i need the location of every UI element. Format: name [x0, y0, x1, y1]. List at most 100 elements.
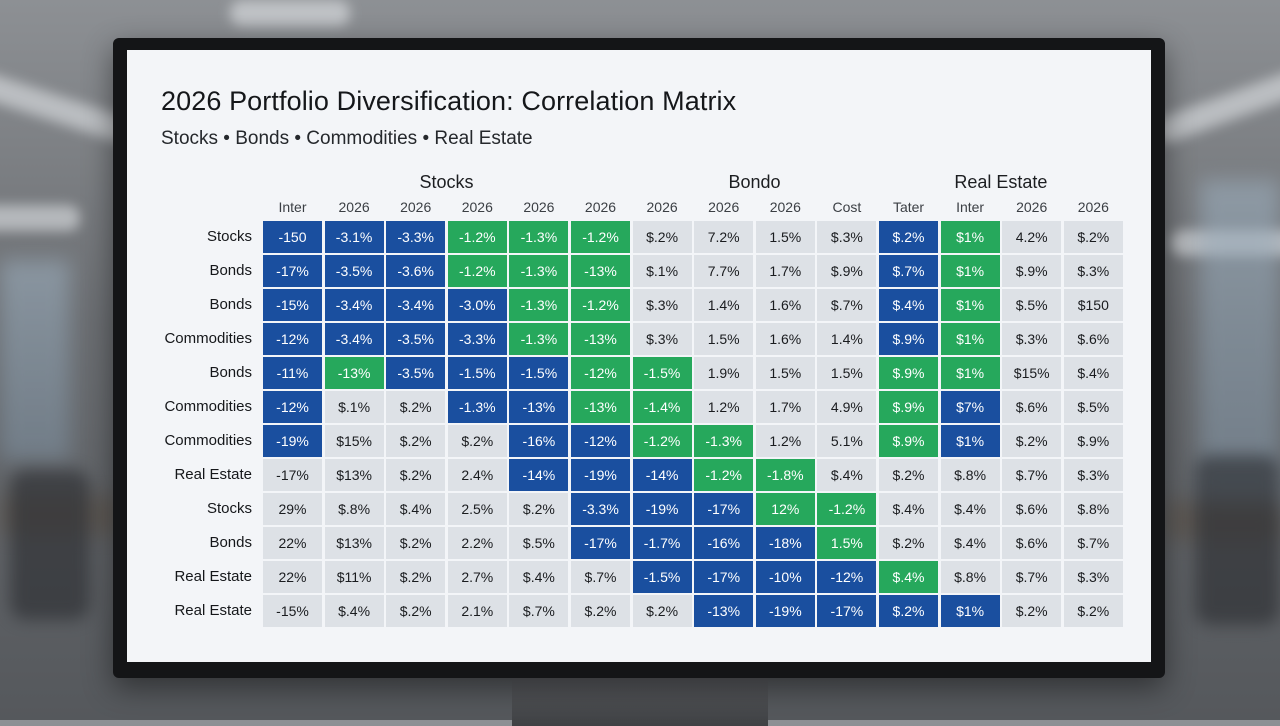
- office-window: [0, 260, 70, 460]
- heatmap-cell: -1.3%: [509, 221, 569, 253]
- heatmap-cell: $.8%: [940, 459, 1000, 491]
- heatmap-cell: -1.5%: [632, 561, 692, 593]
- column-header: 2026: [708, 199, 740, 215]
- heatmap-cell: 4.2%: [1002, 221, 1062, 253]
- column-header: 2026: [1016, 199, 1048, 215]
- heatmap-cell: -1.8%: [755, 459, 815, 491]
- row-label: Stocks: [206, 228, 252, 245]
- heatmap-cell: -3.3%: [386, 221, 446, 253]
- heatmap-cell: $.7%: [1002, 459, 1062, 491]
- heatmap-cell: -10%: [755, 561, 815, 593]
- heatmap-cell: $.9%: [879, 425, 938, 457]
- heatmap-cell: $.2%: [632, 221, 692, 253]
- heatmap-cell: 1.2%: [755, 425, 815, 457]
- heatmap-cell: 29%: [263, 493, 322, 525]
- heatmap-cell: $.5%: [1002, 289, 1062, 321]
- heatmap-cell: $.2%: [879, 595, 938, 627]
- heatmap-cell: $.2%: [386, 391, 446, 423]
- heatmap-cell: -12%: [571, 357, 630, 389]
- ceiling-light: [230, 0, 350, 26]
- heatmap-cell: -16%: [509, 425, 569, 457]
- heatmap-cell: $.8%: [1063, 493, 1123, 525]
- heatmap-cell: $1%: [940, 289, 1000, 321]
- heatmap-cell: $1%: [940, 255, 1000, 287]
- heatmap-cell: $.4%: [1063, 357, 1123, 389]
- row-label: Bonds: [209, 296, 252, 313]
- heatmap-cell: $.5%: [509, 527, 569, 559]
- column-header: Tater: [892, 199, 925, 215]
- heatmap-cell: 1.7%: [755, 391, 815, 423]
- column-header: 2026: [1077, 199, 1109, 215]
- heatmap-cell: $.4%: [879, 493, 938, 525]
- heatmap-cell: -1.2%: [694, 459, 754, 491]
- heatmap-cell: -1.2%: [632, 425, 692, 457]
- heatmap-cell: $.2%: [386, 595, 446, 627]
- heatmap-cell: $.4%: [940, 527, 1000, 559]
- heatmap-cell: $.2%: [879, 527, 938, 559]
- heatmap-cell: 1.9%: [694, 357, 754, 389]
- heatmap-cell: $.6%: [1002, 493, 1062, 525]
- column-header: Inter: [956, 199, 985, 215]
- heatmap-cell: $11%: [324, 561, 384, 593]
- heatmap-cell: $.3%: [1063, 459, 1123, 491]
- row-label: Commodities: [164, 330, 252, 347]
- heatmap-cell: 1.2%: [694, 391, 754, 423]
- heatmap-cell: -3.5%: [386, 357, 446, 389]
- column-header: 2026: [400, 199, 432, 215]
- heatmap-cell: $1%: [940, 595, 1000, 627]
- heatmap-cell: -13%: [509, 391, 569, 423]
- heatmap-cell: $.1%: [324, 391, 384, 423]
- heatmap-cell: $15%: [1002, 357, 1062, 389]
- heatmap-cell: -1.3%: [509, 323, 569, 355]
- heatmap-cell: -12%: [263, 391, 322, 423]
- row-label: Real Estate: [174, 602, 252, 619]
- column-header: 2026: [584, 199, 617, 215]
- heatmap-cell: -11%: [263, 357, 322, 389]
- heatmap-cell: $13%: [324, 527, 384, 559]
- heatmap-cell: $.7%: [879, 255, 938, 287]
- heatmap-cell: -1.3%: [447, 391, 507, 423]
- column-header: 2026: [646, 199, 678, 215]
- heatmap-cell: -15%: [263, 289, 322, 321]
- heatmap-cell: -17%: [694, 561, 754, 593]
- monitor-stand: [512, 676, 768, 726]
- heatmap-cell: -19%: [571, 459, 630, 491]
- row-label: Bonds: [209, 534, 252, 551]
- heatmap-cell: -17%: [817, 595, 877, 627]
- heatmap-cell: 1.6%: [755, 323, 815, 355]
- heatmap-cell: -14%: [632, 459, 692, 491]
- heatmap-cell: -13%: [324, 357, 384, 389]
- heatmap-cell: $.7%: [571, 561, 630, 593]
- heatmap-cell: 1.4%: [817, 323, 877, 355]
- heatmap-cell: -150: [263, 221, 322, 253]
- heatmap-cell: $.9%: [817, 255, 877, 287]
- heatmap-cell: $.4%: [879, 289, 938, 321]
- heatmap-cell: -3.6%: [386, 255, 446, 287]
- row-label: Stocks: [206, 500, 252, 517]
- heatmap-cell: 1.6%: [755, 289, 815, 321]
- heatmap-cell: -1.3%: [694, 425, 754, 457]
- heatmap-cell: -1.7%: [632, 527, 692, 559]
- heatmap-cell: 5.1%: [817, 425, 877, 457]
- heatmap-cell: -12%: [263, 323, 322, 355]
- heatmap-cell: $.4%: [509, 561, 569, 593]
- heatmap-cell: $.2%: [509, 493, 569, 525]
- chart-title: 2026 Portfolio Diversification: Correlat…: [161, 86, 737, 116]
- heatmap-cell: 22%: [263, 561, 322, 593]
- heatmap-cell: $.1%: [632, 255, 692, 287]
- heatmap-cell: -17%: [263, 255, 322, 287]
- chart-subtitle: Stocks • Bonds • Commodities • Real Esta…: [161, 128, 533, 149]
- heatmap-cell: $.3%: [817, 221, 877, 253]
- heatmap-cell: -3.1%: [324, 221, 384, 253]
- heatmap-cell: 7.7%: [694, 255, 754, 287]
- heatmap-cell: 1.5%: [817, 527, 877, 559]
- heatmap-cell: -1.5%: [632, 357, 692, 389]
- heatmap-cell: -16%: [694, 527, 754, 559]
- heatmap-cell: $.3%: [1063, 255, 1123, 287]
- heatmap-cell: 7.2%: [694, 221, 754, 253]
- heatmap-cell: $.2%: [1063, 221, 1123, 253]
- office-chair: [1195, 455, 1280, 625]
- heatmap-cell: $.7%: [817, 289, 877, 321]
- heatmap-cell: $.4%: [940, 493, 1000, 525]
- row-label: Commodities: [164, 398, 252, 415]
